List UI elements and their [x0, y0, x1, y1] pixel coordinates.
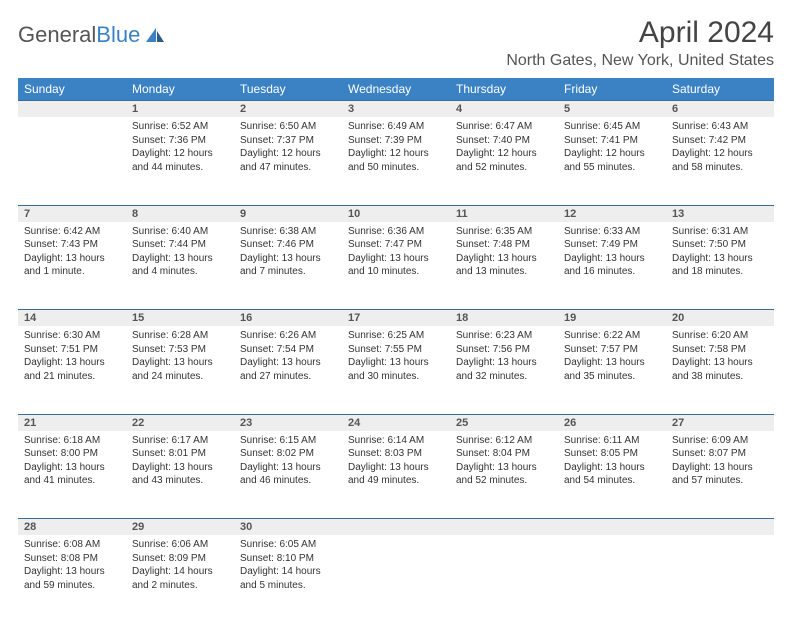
day-content-cell: Sunrise: 6:11 AMSunset: 8:05 PMDaylight:… — [558, 431, 666, 519]
day-number-row: 282930 — [18, 519, 774, 536]
weekday-header: Monday — [126, 78, 234, 101]
day-number-cell: 12 — [558, 205, 666, 222]
day-content-cell: Sunrise: 6:49 AMSunset: 7:39 PMDaylight:… — [342, 117, 450, 205]
weekday-header: Saturday — [666, 78, 774, 101]
calendar-table: SundayMondayTuesdayWednesdayThursdayFrid… — [18, 78, 774, 623]
weekday-header: Tuesday — [234, 78, 342, 101]
day-content-cell: Sunrise: 6:43 AMSunset: 7:42 PMDaylight:… — [666, 117, 774, 205]
day-number-cell: 27 — [666, 414, 774, 431]
logo-text-gray: General — [18, 22, 96, 48]
day-content-cell: Sunrise: 6:15 AMSunset: 8:02 PMDaylight:… — [234, 431, 342, 519]
day-number-row: 21222324252627 — [18, 414, 774, 431]
day-content-cell: Sunrise: 6:05 AMSunset: 8:10 PMDaylight:… — [234, 535, 342, 623]
day-content-cell: Sunrise: 6:23 AMSunset: 7:56 PMDaylight:… — [450, 326, 558, 414]
day-content-cell: Sunrise: 6:08 AMSunset: 8:08 PMDaylight:… — [18, 535, 126, 623]
day-number-cell: 10 — [342, 205, 450, 222]
day-content-cell: Sunrise: 6:36 AMSunset: 7:47 PMDaylight:… — [342, 222, 450, 310]
day-number-cell — [558, 519, 666, 536]
day-content-cell: Sunrise: 6:20 AMSunset: 7:58 PMDaylight:… — [666, 326, 774, 414]
day-number-cell: 26 — [558, 414, 666, 431]
day-content-cell: Sunrise: 6:17 AMSunset: 8:01 PMDaylight:… — [126, 431, 234, 519]
day-number-cell: 25 — [450, 414, 558, 431]
day-content-cell: Sunrise: 6:28 AMSunset: 7:53 PMDaylight:… — [126, 326, 234, 414]
day-content-cell: Sunrise: 6:30 AMSunset: 7:51 PMDaylight:… — [18, 326, 126, 414]
day-number-cell — [450, 519, 558, 536]
day-content-cell: Sunrise: 6:40 AMSunset: 7:44 PMDaylight:… — [126, 222, 234, 310]
weekday-header-row: SundayMondayTuesdayWednesdayThursdayFrid… — [18, 78, 774, 101]
day-number-cell: 29 — [126, 519, 234, 536]
weekday-header: Wednesday — [342, 78, 450, 101]
day-content-cell — [666, 535, 774, 623]
weekday-header: Thursday — [450, 78, 558, 101]
logo: GeneralBlue — [18, 22, 166, 48]
day-number-cell: 30 — [234, 519, 342, 536]
day-number-cell: 16 — [234, 310, 342, 327]
day-content-cell: Sunrise: 6:45 AMSunset: 7:41 PMDaylight:… — [558, 117, 666, 205]
day-content-row: Sunrise: 6:30 AMSunset: 7:51 PMDaylight:… — [18, 326, 774, 414]
day-content-cell: Sunrise: 6:42 AMSunset: 7:43 PMDaylight:… — [18, 222, 126, 310]
day-content-cell — [450, 535, 558, 623]
day-number-cell: 28 — [18, 519, 126, 536]
day-content-cell: Sunrise: 6:50 AMSunset: 7:37 PMDaylight:… — [234, 117, 342, 205]
day-number-cell — [18, 101, 126, 118]
day-content-cell: Sunrise: 6:26 AMSunset: 7:54 PMDaylight:… — [234, 326, 342, 414]
day-number-cell: 17 — [342, 310, 450, 327]
day-content-cell: Sunrise: 6:18 AMSunset: 8:00 PMDaylight:… — [18, 431, 126, 519]
day-content-row: Sunrise: 6:52 AMSunset: 7:36 PMDaylight:… — [18, 117, 774, 205]
day-content-cell: Sunrise: 6:52 AMSunset: 7:36 PMDaylight:… — [126, 117, 234, 205]
day-content-cell: Sunrise: 6:25 AMSunset: 7:55 PMDaylight:… — [342, 326, 450, 414]
day-number-cell: 20 — [666, 310, 774, 327]
day-content-cell: Sunrise: 6:12 AMSunset: 8:04 PMDaylight:… — [450, 431, 558, 519]
month-title: April 2024 — [506, 16, 774, 50]
day-content-cell — [342, 535, 450, 623]
day-content-cell: Sunrise: 6:06 AMSunset: 8:09 PMDaylight:… — [126, 535, 234, 623]
day-number-cell: 5 — [558, 101, 666, 118]
page-header: GeneralBlue April 2024 North Gates, New … — [18, 16, 774, 70]
day-number-cell: 14 — [18, 310, 126, 327]
day-number-cell: 22 — [126, 414, 234, 431]
day-number-cell: 1 — [126, 101, 234, 118]
weekday-header: Friday — [558, 78, 666, 101]
day-number-cell: 15 — [126, 310, 234, 327]
day-number-cell: 11 — [450, 205, 558, 222]
day-content-row: Sunrise: 6:08 AMSunset: 8:08 PMDaylight:… — [18, 535, 774, 623]
day-number-cell: 2 — [234, 101, 342, 118]
day-number-cell: 24 — [342, 414, 450, 431]
day-content-cell: Sunrise: 6:35 AMSunset: 7:48 PMDaylight:… — [450, 222, 558, 310]
day-number-cell: 13 — [666, 205, 774, 222]
location: North Gates, New York, United States — [506, 52, 774, 70]
day-content-cell: Sunrise: 6:22 AMSunset: 7:57 PMDaylight:… — [558, 326, 666, 414]
logo-text-blue: Blue — [96, 22, 140, 48]
day-content-cell: Sunrise: 6:47 AMSunset: 7:40 PMDaylight:… — [450, 117, 558, 205]
day-number-cell: 19 — [558, 310, 666, 327]
day-content-row: Sunrise: 6:42 AMSunset: 7:43 PMDaylight:… — [18, 222, 774, 310]
day-content-cell: Sunrise: 6:31 AMSunset: 7:50 PMDaylight:… — [666, 222, 774, 310]
day-content-cell — [18, 117, 126, 205]
day-number-cell: 18 — [450, 310, 558, 327]
day-number-cell — [666, 519, 774, 536]
weekday-header: Sunday — [18, 78, 126, 101]
day-number-cell: 9 — [234, 205, 342, 222]
title-block: April 2024 North Gates, New York, United… — [506, 16, 774, 70]
day-number-cell: 6 — [666, 101, 774, 118]
logo-sail-icon — [144, 26, 166, 44]
day-content-row: Sunrise: 6:18 AMSunset: 8:00 PMDaylight:… — [18, 431, 774, 519]
day-number-cell: 23 — [234, 414, 342, 431]
day-number-cell: 8 — [126, 205, 234, 222]
day-content-cell: Sunrise: 6:38 AMSunset: 7:46 PMDaylight:… — [234, 222, 342, 310]
day-content-cell: Sunrise: 6:09 AMSunset: 8:07 PMDaylight:… — [666, 431, 774, 519]
day-number-row: 123456 — [18, 101, 774, 118]
day-number-cell: 21 — [18, 414, 126, 431]
day-number-cell: 7 — [18, 205, 126, 222]
day-number-cell — [342, 519, 450, 536]
day-number-row: 78910111213 — [18, 205, 774, 222]
day-number-cell: 4 — [450, 101, 558, 118]
day-number-row: 14151617181920 — [18, 310, 774, 327]
day-content-cell — [558, 535, 666, 623]
day-content-cell: Sunrise: 6:33 AMSunset: 7:49 PMDaylight:… — [558, 222, 666, 310]
day-content-cell: Sunrise: 6:14 AMSunset: 8:03 PMDaylight:… — [342, 431, 450, 519]
day-number-cell: 3 — [342, 101, 450, 118]
